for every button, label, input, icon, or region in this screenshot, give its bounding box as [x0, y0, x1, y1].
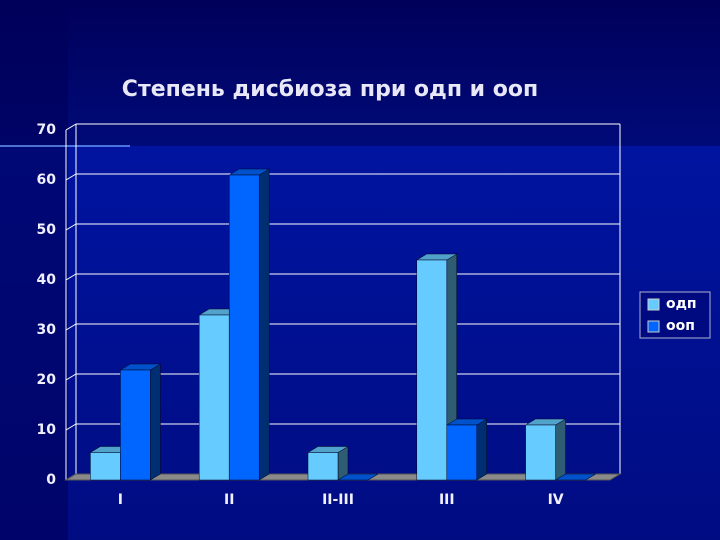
bar — [337, 473, 379, 481]
x-tick-label: II-III — [322, 492, 354, 508]
legend-swatch — [647, 320, 660, 333]
grid-line — [65, 323, 77, 331]
bar-top — [337, 473, 379, 481]
x-tick-label: II — [224, 492, 234, 508]
legend-swatch — [647, 298, 660, 311]
grid-line — [65, 123, 77, 131]
y-tick-label: 50 — [37, 222, 57, 238]
bar — [554, 473, 597, 481]
bar-top — [554, 473, 597, 481]
y-tick-label: 70 — [37, 122, 57, 138]
x-tick-label: I — [118, 492, 123, 508]
bar-front — [307, 452, 339, 481]
grid-line — [65, 173, 77, 181]
plot — [89, 168, 597, 481]
grid-line — [65, 373, 77, 381]
side-panel — [0, 0, 68, 540]
x-tick-label: III — [439, 492, 455, 508]
bar-side — [555, 418, 566, 481]
bar-front — [120, 369, 151, 481]
y-tick-label: 20 — [37, 372, 57, 388]
y-tick-label: 30 — [37, 322, 57, 338]
bar-front — [198, 314, 230, 481]
y-tick-label: 40 — [37, 272, 57, 288]
bar-side — [258, 168, 270, 481]
bar-side — [476, 418, 488, 481]
chart-title: Степень дисбиоза при одп и ооп — [122, 77, 538, 102]
bar-front — [228, 174, 260, 481]
bar-side — [150, 363, 161, 481]
bar — [445, 418, 488, 481]
bar — [228, 168, 271, 481]
y-tick-label: 0 — [46, 472, 56, 488]
grid-line — [65, 223, 77, 231]
bar-front — [446, 424, 478, 481]
y-tick-label: 60 — [37, 172, 57, 188]
legend-label: ооп — [666, 318, 695, 334]
bar-front — [525, 424, 556, 481]
bar-front — [90, 452, 121, 481]
bar-front — [416, 259, 448, 481]
bar — [307, 446, 349, 481]
y-tick-label: 10 — [37, 422, 57, 438]
legend-label: одп — [666, 296, 697, 312]
bar — [119, 363, 162, 481]
grid-line — [65, 273, 77, 281]
x-tick-label: IV — [548, 492, 564, 508]
bar — [524, 418, 567, 481]
grid-line — [65, 423, 77, 431]
